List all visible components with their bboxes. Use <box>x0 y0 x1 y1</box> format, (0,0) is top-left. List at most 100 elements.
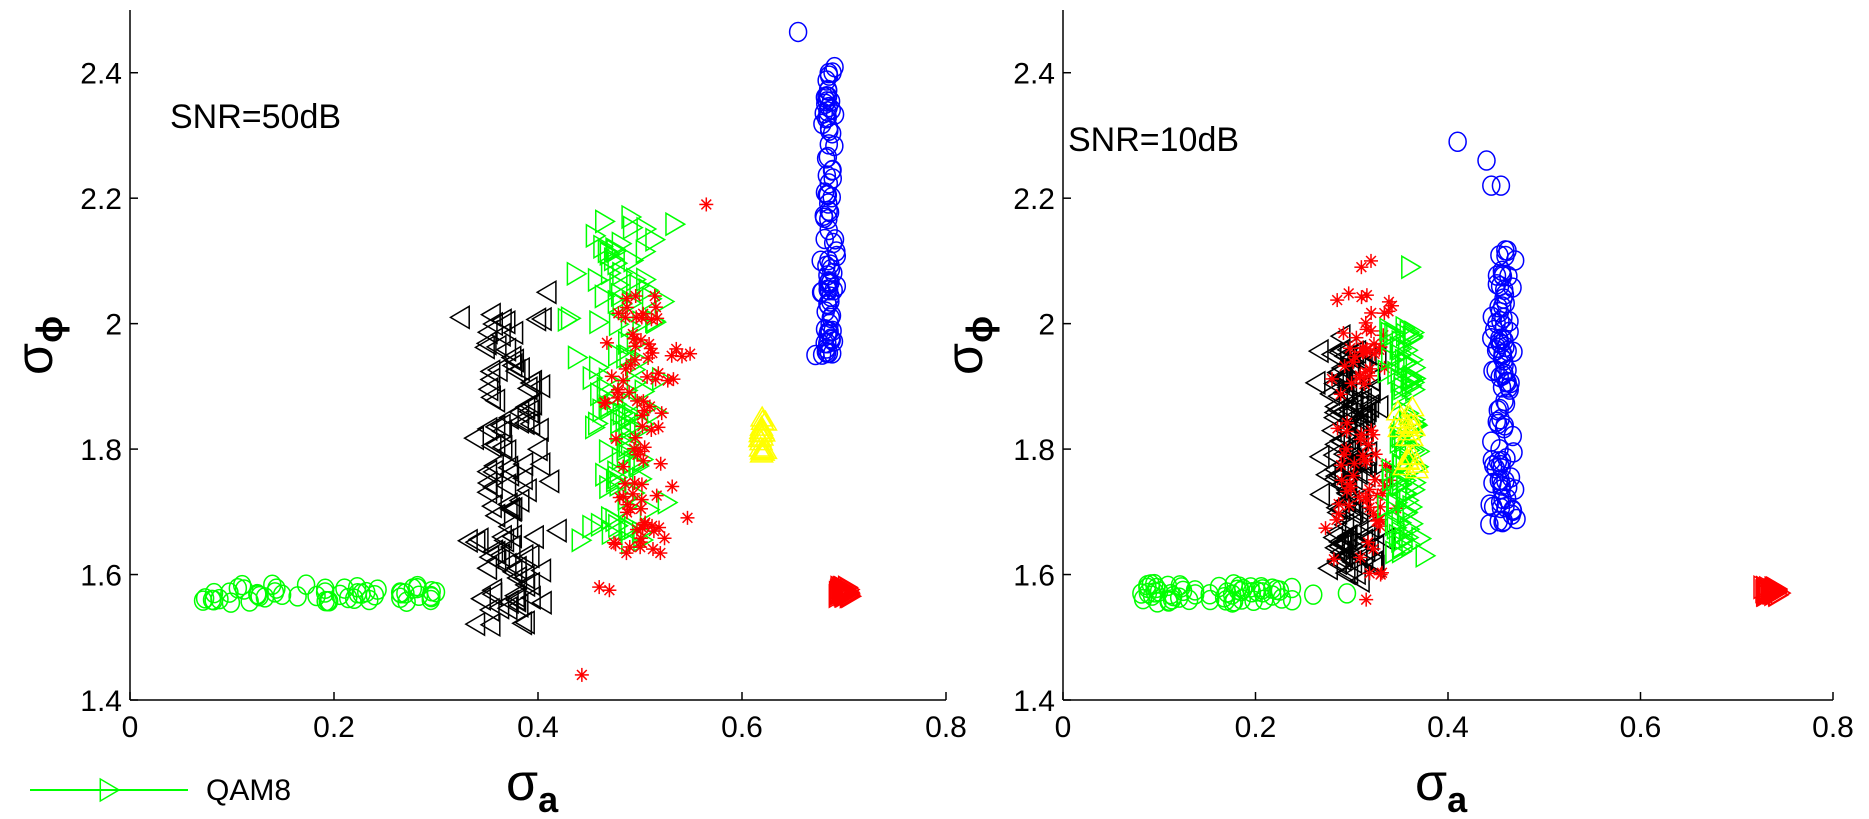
data-point <box>1331 529 1353 555</box>
data-point <box>1366 427 1381 442</box>
data-point <box>1494 315 1514 337</box>
data-point <box>1353 550 1368 565</box>
axis-ticks-right: 0 0.2 0.4 0.6 0.8 1.4 1.6 1.8 2 2.2 2.4 <box>1013 10 1854 744</box>
data-point <box>1282 577 1302 599</box>
data-point <box>530 306 552 332</box>
data-point <box>1336 326 1351 341</box>
data-point <box>587 411 609 436</box>
data-point <box>482 539 504 564</box>
data-point <box>1394 425 1420 447</box>
data-point <box>674 349 689 364</box>
data-point <box>263 574 282 596</box>
data-point <box>495 438 517 464</box>
data-point <box>600 260 622 286</box>
data-point <box>1320 418 1342 443</box>
data-point <box>607 535 622 550</box>
data-point <box>1159 591 1178 612</box>
data-point <box>648 300 663 315</box>
data-point <box>495 552 517 578</box>
data-point <box>1404 457 1430 479</box>
data-point <box>594 284 616 309</box>
data-point <box>566 261 588 287</box>
data-point <box>1216 590 1236 611</box>
data-point <box>480 493 502 519</box>
x-tick-label: 0.2 <box>313 711 355 744</box>
data-point <box>574 667 589 682</box>
data-point <box>619 344 641 369</box>
data-point <box>523 524 544 550</box>
data-point <box>1477 150 1496 171</box>
data-point <box>1402 494 1424 520</box>
data-point <box>1282 590 1302 611</box>
y-tick-label: 1.4 <box>80 685 122 718</box>
data-point <box>1359 592 1374 607</box>
data-point <box>630 393 645 408</box>
data-point <box>514 394 536 420</box>
data-point <box>604 369 619 384</box>
data-point <box>585 223 607 249</box>
data-point <box>529 451 551 477</box>
data-point <box>608 513 630 539</box>
data-point <box>750 409 775 430</box>
data-point <box>365 584 385 606</box>
data-point <box>482 311 504 337</box>
data-point <box>505 588 527 613</box>
x-axis-label-right: σa <box>1415 754 1468 819</box>
data-point <box>1337 447 1352 462</box>
data-point <box>1263 578 1282 599</box>
data-point <box>1330 546 1352 572</box>
data-point <box>600 505 622 531</box>
data-point <box>473 335 495 360</box>
data-point <box>545 518 567 543</box>
data-point <box>1354 401 1376 426</box>
data-point <box>484 503 506 529</box>
y-tick-label: 1.4 <box>1013 685 1055 718</box>
data-point <box>1415 543 1437 569</box>
data-point <box>827 245 847 267</box>
data-point <box>1341 389 1363 415</box>
data-point <box>806 344 825 366</box>
data-point <box>502 320 524 346</box>
data-point <box>1341 549 1363 575</box>
data-point <box>1330 293 1345 308</box>
y-tick-label: 1.8 <box>1013 434 1055 467</box>
data-point <box>470 586 491 612</box>
data-point <box>633 501 648 516</box>
data-point <box>1377 306 1392 321</box>
data-point <box>1397 499 1419 525</box>
data-point <box>526 436 548 462</box>
snr-annotation-50: SNR=50dB <box>170 98 341 136</box>
data-point <box>660 373 675 388</box>
legend-marker <box>99 777 121 803</box>
data-point <box>646 524 661 539</box>
data-point <box>360 589 379 611</box>
data-point <box>513 564 535 590</box>
data-point <box>515 477 537 503</box>
data-point <box>505 555 527 581</box>
data-point <box>750 439 776 461</box>
data-point <box>1368 447 1383 462</box>
data-point <box>1324 394 1345 419</box>
plot-panel-snr10: SNR=10dB 0 0.2 0.4 0.6 0.8 1.4 1.6 1.8 2 2.2 2.4 σ… <box>936 10 1854 819</box>
data-point <box>602 583 617 598</box>
data-point <box>527 417 549 443</box>
data-point <box>1405 366 1427 391</box>
data-point <box>1398 525 1420 550</box>
data-point <box>1359 379 1381 404</box>
data-point <box>585 415 606 440</box>
data-point <box>626 370 648 395</box>
data-point <box>1340 512 1362 537</box>
data-point <box>1318 521 1333 536</box>
data-point <box>587 267 609 293</box>
data-point <box>589 309 611 335</box>
y-tick-label: 2.2 <box>1013 183 1055 216</box>
data-point <box>748 429 774 451</box>
data-point <box>475 331 497 356</box>
data-point <box>1333 387 1348 402</box>
data-point <box>748 421 774 443</box>
data-point <box>1133 588 1153 610</box>
data-point <box>627 441 642 456</box>
data-point <box>649 488 664 503</box>
data-point <box>665 479 680 494</box>
